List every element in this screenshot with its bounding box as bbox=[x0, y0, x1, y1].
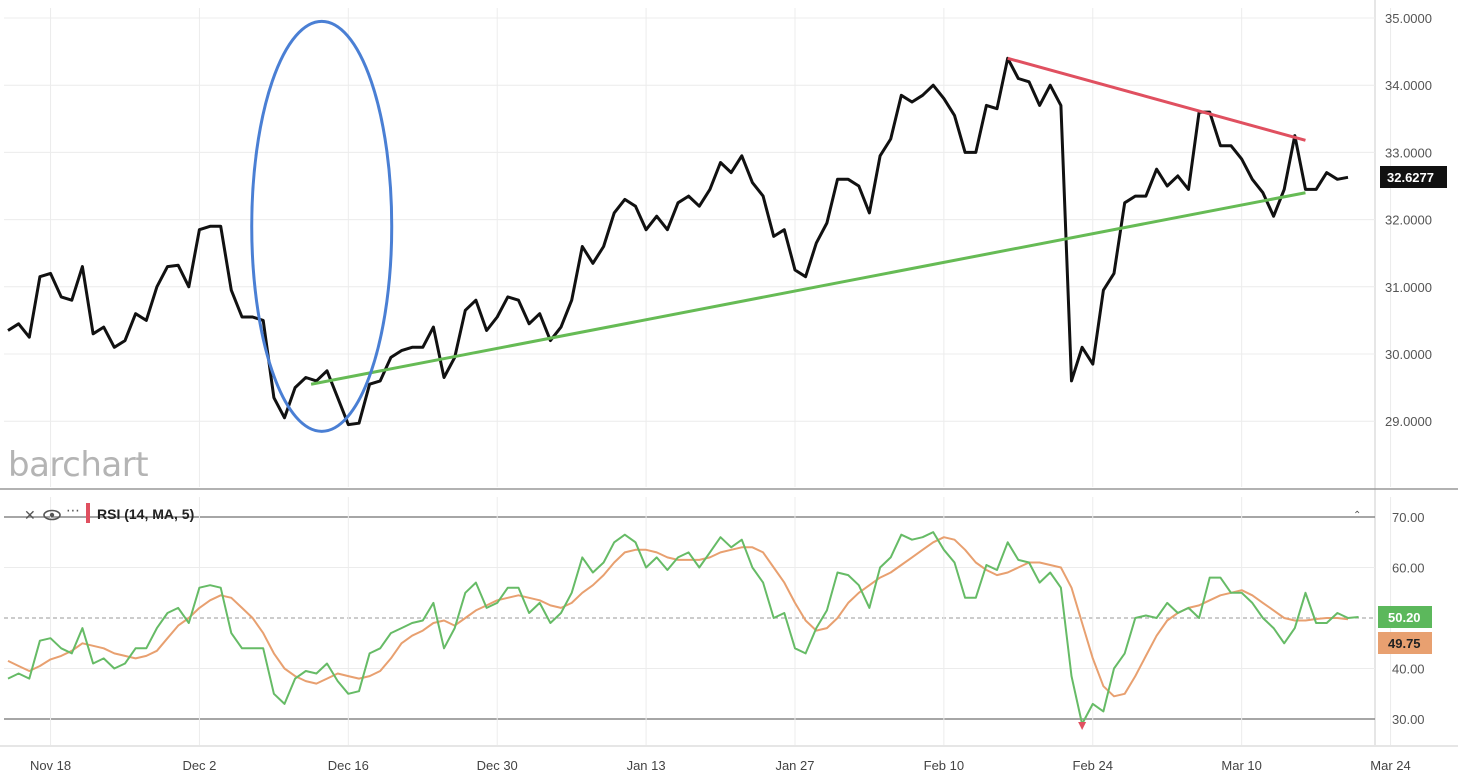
resistance-trendline bbox=[1007, 56, 1306, 142]
rsi-y-tick-label: 40.00 bbox=[1392, 662, 1425, 677]
price-y-tick-label: 33.0000 bbox=[1385, 145, 1432, 160]
last-price-value: 32.6277 bbox=[1387, 170, 1434, 185]
price-y-axis: 35.0000 34.0000 33.0000 32.0000 31.0000 30.00… bbox=[1385, 11, 1432, 429]
rsi-ma-last-value: 49.75 bbox=[1388, 636, 1421, 651]
price-y-tick-label: 32.0000 bbox=[1385, 213, 1432, 228]
support-trendline bbox=[310, 191, 1306, 386]
price-y-tick-label: 34.0000 bbox=[1385, 78, 1432, 93]
rsi-y-tick-label: 70.00 bbox=[1392, 510, 1425, 525]
x-tick-label: Feb 10 bbox=[924, 758, 964, 773]
collapse-icon[interactable]: ⌃ bbox=[1353, 510, 1361, 521]
x-tick-label: Jan 13 bbox=[627, 758, 666, 773]
eye-icon[interactable] bbox=[43, 509, 61, 521]
x-tick-label: Dec 30 bbox=[477, 758, 518, 773]
rsi-indicator-label: RSI (14, MA, 5) bbox=[97, 506, 194, 522]
x-tick-label: Mar 24 bbox=[1370, 758, 1410, 773]
x-tick-label: Dec 16 bbox=[328, 758, 369, 773]
ellipse-annotation bbox=[250, 19, 394, 433]
x-tick-label: Dec 2 bbox=[182, 758, 216, 773]
rsi-value-badge: 50.20 bbox=[1378, 606, 1432, 628]
price-y-tick-label: 30.0000 bbox=[1385, 347, 1432, 362]
x-tick-label: Feb 24 bbox=[1073, 758, 1113, 773]
rsi-gridlines bbox=[4, 516, 1375, 720]
rsi-series-line bbox=[7, 531, 1359, 725]
rsi-color-marker bbox=[86, 503, 90, 523]
price-series-line bbox=[7, 56, 1349, 427]
rsi-panel-header: ✕ ⋯ RSI (14, MA, 5) ⌃ bbox=[24, 503, 1361, 524]
x-axis: Nov 18 Dec 2 Dec 16 Dec 30 Jan 13 Jan 27 Feb 1… bbox=[30, 758, 1411, 773]
rsi-y-tick-label: 30.00 bbox=[1392, 712, 1425, 727]
price-y-tick-label: 29.0000 bbox=[1385, 414, 1432, 429]
close-icon[interactable]: ✕ bbox=[24, 508, 36, 524]
price-gridlines bbox=[4, 17, 1375, 422]
rsi-ma-value-badge: 49.75 bbox=[1378, 632, 1432, 654]
watermark-logo: barchart bbox=[8, 445, 148, 485]
rsi-last-value: 50.20 bbox=[1388, 610, 1421, 625]
x-tick-label: Jan 27 bbox=[775, 758, 814, 773]
price-y-tick-label: 31.0000 bbox=[1385, 280, 1432, 295]
price-y-tick-label: 35.0000 bbox=[1385, 11, 1432, 26]
x-tick-label: Mar 10 bbox=[1221, 758, 1261, 773]
last-price-badge: 32.6277 bbox=[1380, 166, 1447, 188]
x-tick-label: Nov 18 bbox=[30, 758, 71, 773]
more-icon[interactable]: ⋯ bbox=[66, 503, 80, 519]
rsi-y-tick-label: 60.00 bbox=[1392, 561, 1425, 576]
rsi-oversold-marker bbox=[1078, 722, 1087, 731]
rsi-ma-series-line bbox=[7, 536, 1349, 698]
